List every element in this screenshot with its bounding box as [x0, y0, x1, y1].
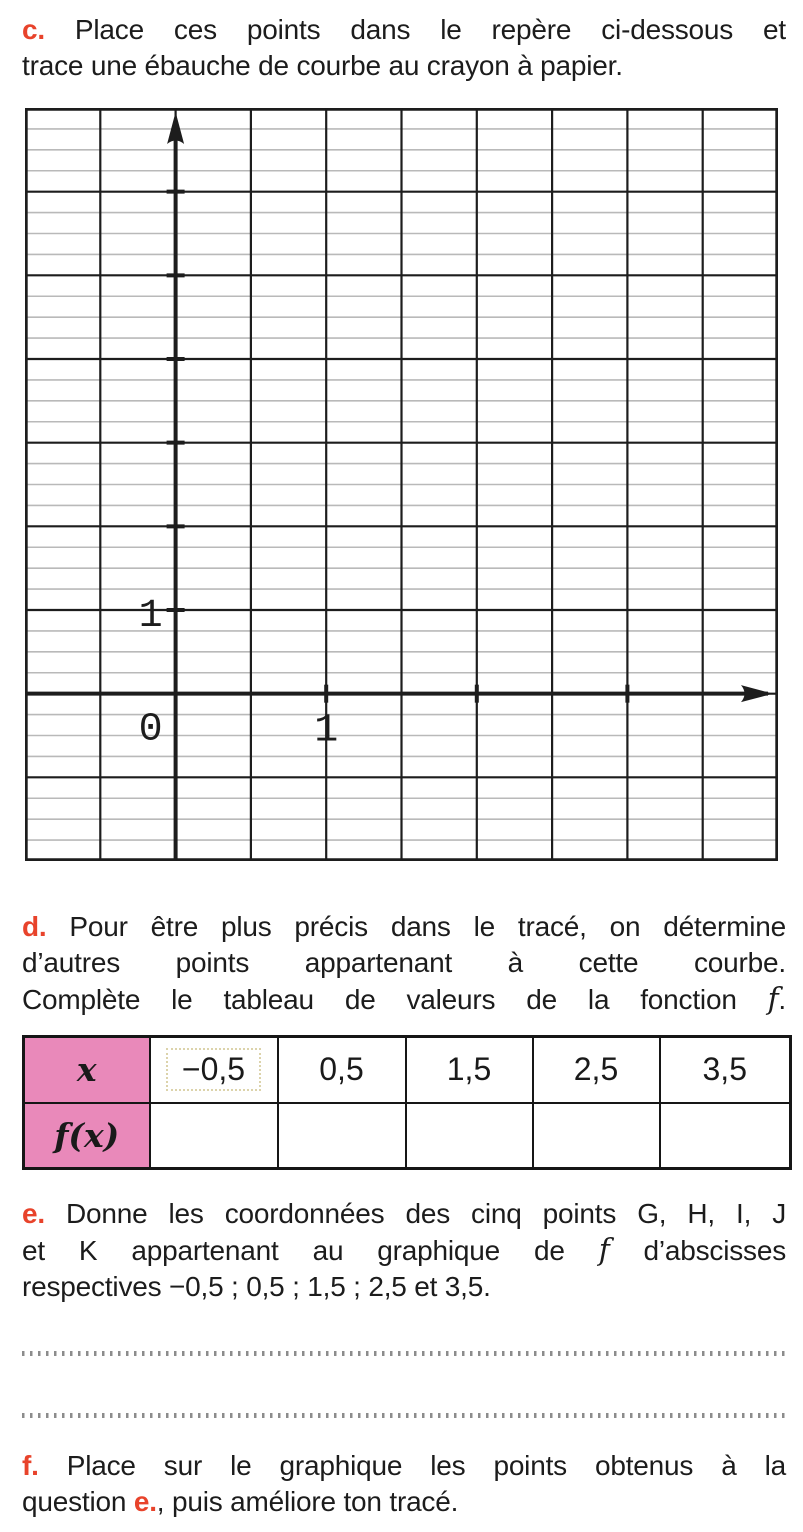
section-d-line1: d. Pour être plus précis dans le tracé, …	[22, 909, 786, 945]
section-d-line3: Complète le tableau de valeurs de la fon…	[22, 981, 786, 1018]
section-d-paragraph: d. Pour être plus précis dans le tracé, …	[22, 909, 786, 1018]
section-c-line1-text: Place ces points dans le repère ci-desso…	[44, 14, 786, 45]
section-c-label: c.	[22, 14, 45, 45]
section-c-paragraph: c. Place ces points dans le repère ci-de…	[22, 12, 786, 84]
coordinate-grid: 1 0 1	[24, 107, 779, 862]
section-f-paragraph: f. Place sur le graphique les points obt…	[22, 1448, 786, 1520]
x-value-cell: −0,5	[148, 1035, 279, 1104]
x-value-cell: 3,5	[658, 1035, 792, 1104]
section-e-paragraph: e. Donne les coordonnées des cinq points…	[22, 1196, 786, 1305]
section-c-line2: trace une ébauche de courbe au crayon à …	[22, 50, 623, 81]
section-f-line2-text2: , puis améliore ton tracé.	[156, 1486, 459, 1517]
function-f-symbol: f	[767, 981, 779, 1016]
x-value-answerbox: −0,5	[165, 1048, 262, 1092]
fx-empty-cell[interactable]	[276, 1101, 407, 1170]
section-f-line1-text: Place sur le graphique les points obtenu…	[38, 1450, 786, 1481]
function-f-symbol: f	[598, 1232, 610, 1267]
section-e-line2: et K appartenant au graphique de f d’abs…	[22, 1232, 786, 1269]
section-e-line1: e. Donne les coordonnées des cinq points…	[22, 1196, 786, 1232]
fx-empty-cell[interactable]	[404, 1101, 534, 1170]
x-axis-arrow-icon	[741, 685, 773, 703]
y-axis-arrow-icon	[167, 112, 185, 144]
table-row-fx: f(x)	[22, 1101, 792, 1170]
answer-line-2[interactable]	[22, 1413, 787, 1418]
x-value-cell: 0,5	[276, 1035, 407, 1104]
fx-empty-cell[interactable]	[531, 1101, 661, 1170]
coordinate-grid-svg: 1 0 1	[24, 107, 779, 862]
y-axis-unit-label: 1	[139, 594, 163, 639]
section-e-line1-text: Donne les coordonnées des cinq points G,…	[44, 1198, 786, 1229]
origin-label: 0	[139, 708, 163, 753]
section-e-label: e.	[22, 1198, 45, 1229]
section-f-line2-text: question	[22, 1486, 134, 1517]
section-c-line1: c. Place ces points dans le repère ci-de…	[22, 12, 786, 48]
section-e-line2-text: et K appartenant au graphique de	[22, 1235, 599, 1266]
table-row-x: x −0,5 0,5 1,5 2,5 3,5	[22, 1035, 792, 1104]
x-value-cell: 1,5	[404, 1035, 534, 1104]
section-f-line1: f. Place sur le graphique les points obt…	[22, 1448, 786, 1484]
x-header-cell: x	[22, 1035, 151, 1104]
section-d-line1-text: Pour être plus précis dans le tracé, on …	[46, 911, 786, 942]
fx-header-cell: f(x)	[22, 1101, 151, 1170]
section-d-line3-text: Complète le tableau de valeurs de la fon…	[22, 984, 768, 1015]
section-f-label: f.	[22, 1450, 39, 1481]
answer-line-1[interactable]	[22, 1351, 787, 1356]
section-d-label: d.	[22, 911, 47, 942]
x-axis-unit-label: 1	[314, 709, 338, 754]
section-f-line2: question e., puis améliore ton tracé.	[22, 1484, 786, 1520]
section-e-line2-text2: d’abscisses	[609, 1235, 786, 1266]
section-e-line3: respectives −0,5 ; 0,5 ; 1,5 ; 2,5 et 3,…	[22, 1271, 491, 1302]
values-table: x −0,5 0,5 1,5 2,5 3,5 f(x)	[22, 1035, 792, 1170]
x-value-cell: 2,5	[531, 1035, 661, 1104]
section-d-line2: d’autres points appartenant à cette cour…	[22, 947, 786, 978]
section-d-line3-period: .	[778, 984, 786, 1015]
fx-empty-cell[interactable]	[658, 1101, 792, 1170]
fx-empty-cell[interactable]	[148, 1101, 279, 1170]
section-e-reference: e.	[133, 1486, 157, 1517]
